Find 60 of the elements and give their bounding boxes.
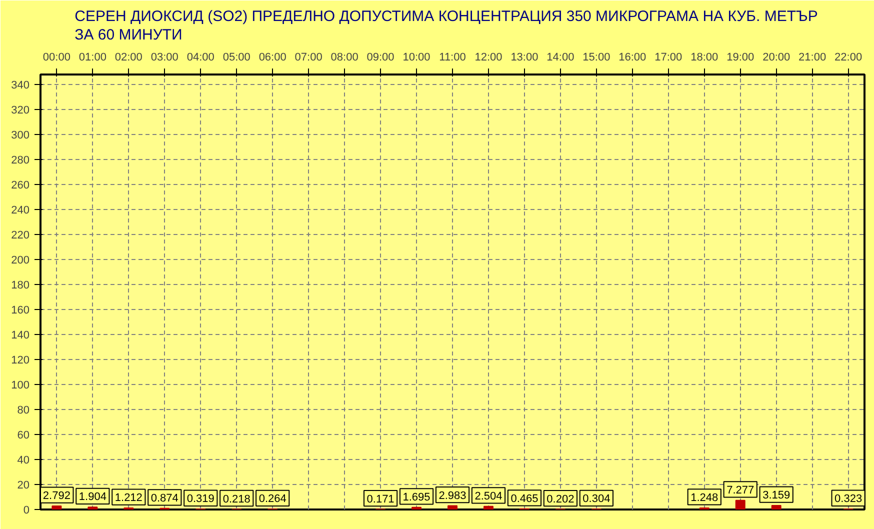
y-tick-label: 120 <box>11 354 30 366</box>
y-tick-label: 320 <box>11 104 30 116</box>
data-label: 0.319 <box>186 493 214 506</box>
x-tick-label: 09:00 <box>366 52 394 64</box>
y-tick-label: 180 <box>11 280 30 292</box>
y-tick-label: 340 <box>11 80 30 92</box>
x-tick-label: 11:00 <box>439 52 466 64</box>
data-label: 0.874 <box>150 492 178 504</box>
data-label: 1.248 <box>690 492 718 504</box>
y-tick-label: 0 <box>23 504 30 516</box>
data-label: 0.323 <box>834 493 862 506</box>
x-tick-label: 08:00 <box>330 52 358 64</box>
y-tick-label: 80 <box>17 404 30 416</box>
y-tick-label: 200 <box>11 254 30 266</box>
x-tick-label: 02:00 <box>114 52 142 64</box>
x-tick-label: 21:00 <box>798 52 826 64</box>
data-label: 3.159 <box>762 490 790 502</box>
x-tick-label: 13:00 <box>510 52 538 64</box>
x-tick-label: 16:00 <box>618 52 646 64</box>
x-tick-label: 14:00 <box>546 52 574 64</box>
y-tick-label: 220 <box>11 230 30 242</box>
y-tick-label: 140 <box>11 330 30 342</box>
y-tick-label: 160 <box>11 304 30 316</box>
chart-title: СЕРЕН ДИОКСИД (SO2) ПРЕДЕЛНО ДОПУСТИМА КОНЦЕНТРАЦИЯ 350 МИКРОГРАМА НА КУБ. МЕТЪР ЗА 60 МИНУТИ <box>74 8 818 44</box>
x-tick-label: 03:00 <box>150 52 178 64</box>
data-label: 0.465 <box>510 492 538 505</box>
data-label: 2.504 <box>474 490 502 502</box>
y-tick-label: 100 <box>11 380 30 392</box>
y-tick-label: 240 <box>11 204 30 216</box>
x-tick-label: 10:00 <box>402 52 430 64</box>
data-label: 2.983 <box>438 490 466 502</box>
data-label: 7.277 <box>726 484 754 496</box>
x-tick-label: 00:00 <box>42 52 70 64</box>
x-tick-label: 05:00 <box>222 52 250 64</box>
data-label: 0.264 <box>258 493 286 506</box>
data-label: 0.171 <box>366 493 394 506</box>
data-label: 1.904 <box>78 491 106 504</box>
x-tick-label: 07:00 <box>294 52 322 64</box>
data-label: 0.218 <box>222 493 250 506</box>
data-label: 1.695 <box>402 491 430 504</box>
x-tick-label: 06:00 <box>258 52 286 64</box>
y-tick-label: 260 <box>11 180 30 192</box>
x-tick-label: 18:00 <box>690 52 718 64</box>
y-tick-label: 40 <box>17 454 30 466</box>
y-tick-label: 280 <box>11 154 30 166</box>
x-tick-label: 22:00 <box>834 52 862 64</box>
x-tick-label: 12:00 <box>474 52 502 64</box>
x-tick-label: 19:00 <box>726 52 754 64</box>
x-tick-label: 17:00 <box>654 52 682 64</box>
x-tick-label: 20:00 <box>762 52 790 64</box>
x-tick-label: 15:00 <box>582 52 610 64</box>
y-tick-label: 20 <box>17 480 30 492</box>
x-tick-label: 01:00 <box>78 52 106 64</box>
y-tick-label: 60 <box>17 430 30 442</box>
x-tick-label: 04:00 <box>186 52 214 64</box>
data-label: 0.202 <box>546 493 574 506</box>
y-tick-label: 300 <box>11 130 30 142</box>
data-label: 1.212 <box>114 492 142 504</box>
data-label: 0.304 <box>582 493 610 506</box>
data-label: 2.792 <box>42 490 70 502</box>
